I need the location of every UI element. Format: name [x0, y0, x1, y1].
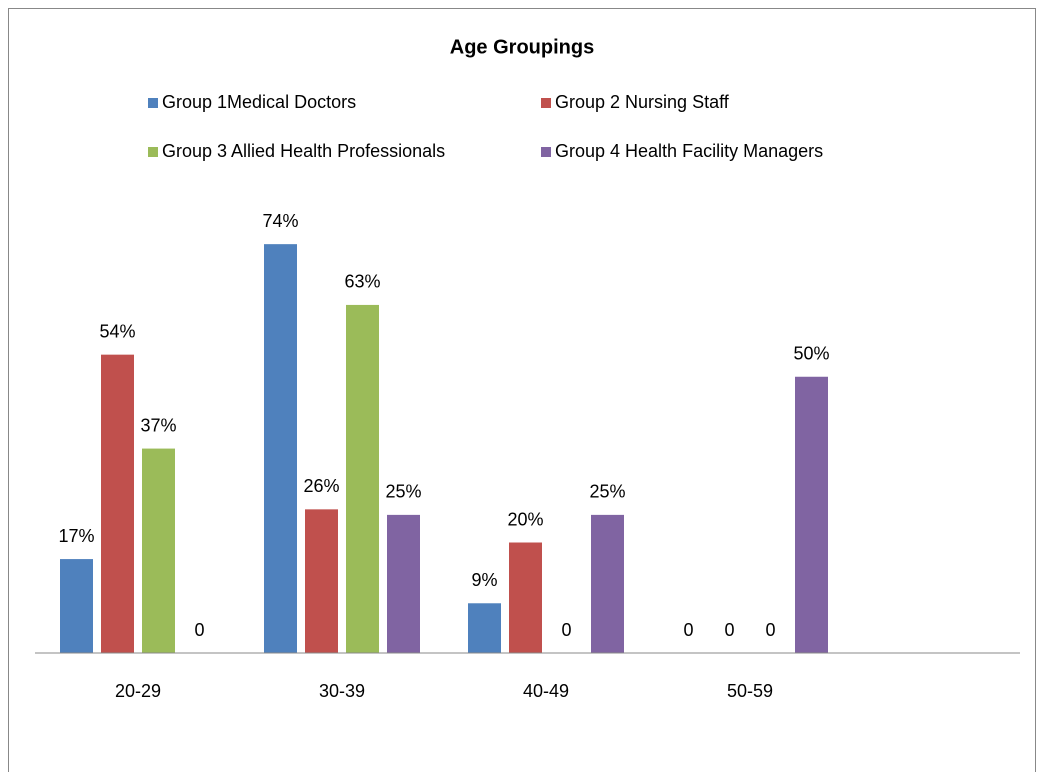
chart-border — [8, 8, 1036, 772]
data-label: 0 — [194, 620, 204, 640]
bar — [346, 304, 379, 653]
data-label: 0 — [765, 620, 775, 640]
data-label: 0 — [561, 620, 571, 640]
chart-title: Age Groupings — [450, 36, 594, 58]
data-label: 26% — [303, 476, 339, 496]
x-tick-label: 30-39 — [319, 681, 365, 701]
data-label: 17% — [58, 526, 94, 546]
legend-label: Group 3 Allied Health Professionals — [162, 141, 445, 161]
data-label: 25% — [385, 482, 421, 502]
bar — [509, 542, 542, 653]
bar — [264, 244, 297, 653]
data-label: 50% — [793, 344, 829, 364]
legend-label: Group 4 Health Facility Managers — [555, 141, 823, 161]
legend-swatch — [148, 147, 158, 157]
bar — [468, 603, 501, 653]
legend-swatch — [541, 98, 551, 108]
x-tick-label: 40-49 — [523, 681, 569, 701]
data-label: 9% — [471, 570, 497, 590]
legend-swatch — [148, 98, 158, 108]
bar — [142, 448, 175, 653]
bar — [60, 559, 93, 653]
x-tick-label: 20-29 — [115, 681, 161, 701]
data-label: 63% — [344, 272, 380, 292]
bar — [591, 514, 624, 653]
bar — [305, 509, 338, 653]
x-tick-label: 50-59 — [727, 681, 773, 701]
data-label: 25% — [589, 482, 625, 502]
data-label: 37% — [140, 415, 176, 435]
bar — [387, 514, 420, 653]
legend-label: Group 2 Nursing Staff — [555, 92, 730, 112]
data-label: 74% — [262, 211, 298, 231]
legend-swatch — [541, 147, 551, 157]
data-label: 0 — [683, 620, 693, 640]
bar — [795, 376, 828, 653]
legend-label: Group 1Medical Doctors — [162, 92, 356, 112]
bar — [101, 354, 134, 653]
data-label: 0 — [724, 620, 734, 640]
data-label: 20% — [507, 509, 543, 529]
data-label: 54% — [99, 321, 135, 341]
